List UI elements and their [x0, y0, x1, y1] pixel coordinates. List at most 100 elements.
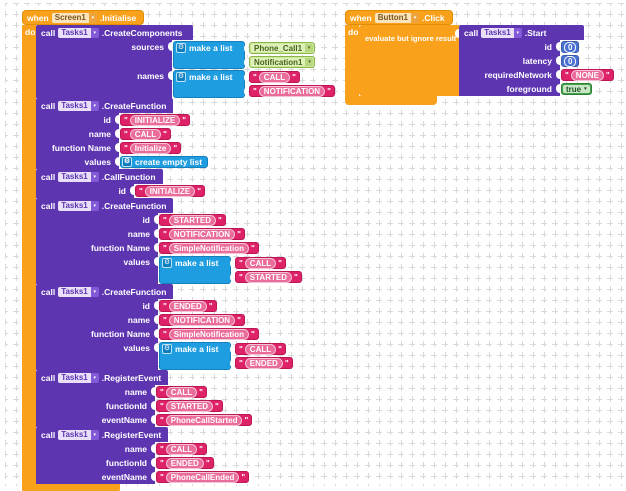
string-block[interactable]: " NOTIFICATION " — [159, 228, 245, 240]
make-a-list-core[interactable]: ⚙ make a list — [173, 70, 245, 98]
component-dropdown[interactable]: Tasks1 ▾ — [58, 100, 99, 111]
string-field[interactable]: NONE — [570, 69, 604, 81]
mutator-gear-icon[interactable]: ⚙ — [176, 43, 186, 53]
string-field[interactable]: SimpleNotification — [168, 242, 250, 254]
call-method-block[interactable]: call Tasks1 ▾ .CreateFunction id " ENDED " name "… — [36, 284, 293, 370]
call-block-header[interactable]: call Tasks1 ▾ .CreateComponents — [36, 25, 193, 40]
call-method-block[interactable]: call Tasks1 ▾ .CreateFunction id " STARTED " nam… — [36, 198, 302, 284]
component-dropdown[interactable]: Tasks1 ▾ — [58, 27, 99, 38]
string-field[interactable]: CALL — [129, 128, 162, 140]
string-block[interactable]: " ENDED " — [159, 300, 217, 312]
string-block[interactable]: " PhoneCallEnded " — [156, 471, 250, 483]
string-field[interactable]: NOTIFICATION — [258, 85, 326, 97]
make-a-list-block[interactable]: ⚙ make a list " CALL " " STARTED " — [159, 256, 302, 284]
string-block[interactable]: " NOTIFICATION " — [159, 314, 245, 326]
number-block[interactable]: 0 — [561, 55, 580, 67]
string-field[interactable]: CALL — [165, 443, 198, 455]
when-event-block[interactable]: when Button1 ▾ .Click — [345, 10, 453, 25]
call-block-header[interactable]: call Tasks1 ▾ .CreateFunction — [36, 284, 174, 299]
component-dropdown[interactable]: Tasks1 ▾ — [58, 429, 99, 440]
component-dropdown[interactable]: Tasks1 ▾ — [58, 286, 99, 297]
string-block[interactable]: " SimpleNotification " — [159, 328, 259, 340]
number-field[interactable]: 0 — [564, 41, 577, 53]
string-field[interactable]: PhoneCallStarted — [165, 414, 243, 426]
component-dropdown[interactable]: Tasks1 ▾ — [481, 27, 522, 38]
string-block[interactable]: " CALL " — [235, 343, 286, 355]
logic-value[interactable]: true ▾ — [563, 85, 590, 94]
make-a-list-core[interactable]: ⚙ make a list — [173, 41, 245, 69]
string-block[interactable]: " STARTED " — [156, 400, 223, 412]
make-a-list-block[interactable]: ⚙ make a list Phone_Call1 ▾ Notification1 ▾ — [173, 41, 316, 69]
when-event-block[interactable]: when Screen1 ▾ .Initialise — [22, 10, 145, 25]
component-dropdown[interactable]: Tasks1 ▾ — [58, 200, 99, 211]
string-block[interactable]: " CALL " — [156, 443, 207, 455]
string-block[interactable]: " PhoneCallStarted " — [156, 414, 253, 426]
string-field[interactable]: CALL — [165, 386, 198, 398]
string-field[interactable]: STARTED — [244, 271, 292, 283]
number-field[interactable]: 0 — [564, 55, 577, 67]
string-field[interactable]: NOTIFICATION — [168, 314, 236, 326]
logic-dropdown-block[interactable]: true ▾ — [561, 83, 592, 95]
dropdown-arrow-icon[interactable]: ▾ — [305, 44, 314, 52]
component-dropdown[interactable]: Tasks1 ▾ — [58, 171, 99, 182]
string-field[interactable]: CALL — [258, 71, 291, 83]
call-block-header[interactable]: call Tasks1 ▾ .RegisterEvent — [36, 427, 169, 442]
component-dropdown-block[interactable]: Phone_Call1 ▾ — [249, 42, 316, 54]
component-dropdown-block[interactable]: Notification1 ▾ — [249, 56, 316, 68]
string-block[interactable]: " CALL " — [156, 386, 207, 398]
string-block[interactable]: " CALL " — [235, 257, 286, 269]
string-block[interactable]: " ENDED " — [235, 357, 293, 369]
dropdown-arrow-icon[interactable]: ▾ — [305, 58, 314, 66]
call-method-block[interactable]: call Tasks1 ▾ .RegisterEvent name " CALL " funct… — [36, 427, 250, 484]
string-block[interactable]: " NOTIFICATION " — [249, 85, 335, 97]
evaluate-ignore-core[interactable]: evaluate but ignore result — [359, 25, 459, 96]
string-block[interactable]: " NONE " — [561, 69, 614, 81]
call-block-header[interactable]: call Tasks1 ▾ .CallFunction — [36, 169, 163, 184]
string-field[interactable]: ENDED — [244, 357, 283, 369]
string-field[interactable]: NOTIFICATION — [168, 228, 236, 240]
mutator-gear-icon[interactable]: ⚙ — [162, 258, 172, 268]
string-field[interactable]: SimpleNotification — [168, 328, 250, 340]
string-block[interactable]: " STARTED " — [235, 271, 302, 283]
string-field[interactable]: INITIALIZE — [129, 114, 181, 126]
make-a-list-core[interactable]: ⚙ make a list — [159, 342, 231, 370]
string-block[interactable]: " SimpleNotification " — [159, 242, 259, 254]
string-field[interactable]: STARTED — [165, 400, 213, 412]
block-stack-screen1[interactable]: when Screen1 ▾ .Initialise do call Tasks1 ▾ .Cre… — [22, 10, 335, 491]
call-block-header[interactable]: call Tasks1 ▾ .RegisterEvent — [36, 370, 169, 385]
create-empty-list-block[interactable]: ⚙ create empty list — [120, 156, 209, 168]
mutator-gear-icon[interactable]: ⚙ — [162, 344, 172, 354]
evaluate-ignore-block[interactable]: evaluate but ignore result call Tasks1 ▾ .St… — [359, 25, 614, 96]
call-method-block[interactable]: call Tasks1 ▾ .RegisterEvent name " CALL " funct… — [36, 370, 253, 427]
call-method-block[interactable]: call Tasks1 ▾ .Start id 0 latency 0 requiredNetw… — [459, 25, 614, 96]
string-field[interactable]: ENDED — [165, 457, 204, 469]
string-block[interactable]: " CALL " — [249, 71, 300, 83]
string-block[interactable]: " INITIALIZE " — [120, 114, 191, 126]
string-field[interactable]: CALL — [244, 257, 277, 269]
make-a-list-block[interactable]: ⚙ make a list " CALL " " NOTIFICATION " — [173, 70, 335, 98]
mutator-gear-icon[interactable]: ⚙ — [176, 72, 186, 82]
make-a-list-block[interactable]: ⚙ make a list " CALL " " ENDED " — [159, 342, 293, 370]
make-a-list-core[interactable]: ⚙ make a list — [159, 256, 231, 284]
call-block-header[interactable]: call Tasks1 ▾ .CreateFunction — [36, 98, 174, 113]
string-field[interactable]: CALL — [244, 343, 277, 355]
block-stack-button1[interactable]: when Button1 ▾ .Click do evaluate but ignore … — [345, 10, 614, 105]
string-block[interactable]: " ENDED " — [156, 457, 214, 469]
component-dropdown[interactable]: Tasks1 ▾ — [58, 372, 99, 383]
call-method-block[interactable]: call Tasks1 ▾ .CallFunction id " INITIALIZE " — [36, 169, 206, 198]
string-field[interactable]: ENDED — [168, 300, 207, 312]
string-field[interactable]: INITIALIZE — [144, 185, 196, 197]
mutator-gear-icon[interactable]: ⚙ — [122, 157, 132, 167]
string-block[interactable]: " STARTED " — [159, 214, 226, 226]
number-block[interactable]: 0 — [561, 41, 580, 53]
call-method-block[interactable]: call Tasks1 ▾ .CreateFunction id " INITIALIZE "… — [36, 98, 209, 169]
call-method-block[interactable]: call Tasks1 ▾ .CreateComponents sources ⚙ make… — [36, 25, 335, 98]
call-block-header[interactable]: call Tasks1 ▾ .Start — [459, 25, 584, 40]
string-field[interactable]: Initialize — [129, 142, 172, 154]
string-block[interactable]: " Initialize " — [120, 142, 182, 154]
string-block[interactable]: " CALL " — [120, 128, 171, 140]
call-block-header[interactable]: call Tasks1 ▾ .CreateFunction — [36, 198, 174, 213]
event-component-dropdown[interactable]: Screen1 ▾ — [51, 12, 97, 23]
string-field[interactable]: STARTED — [168, 214, 216, 226]
event-component-dropdown[interactable]: Button1 ▾ — [374, 12, 419, 23]
